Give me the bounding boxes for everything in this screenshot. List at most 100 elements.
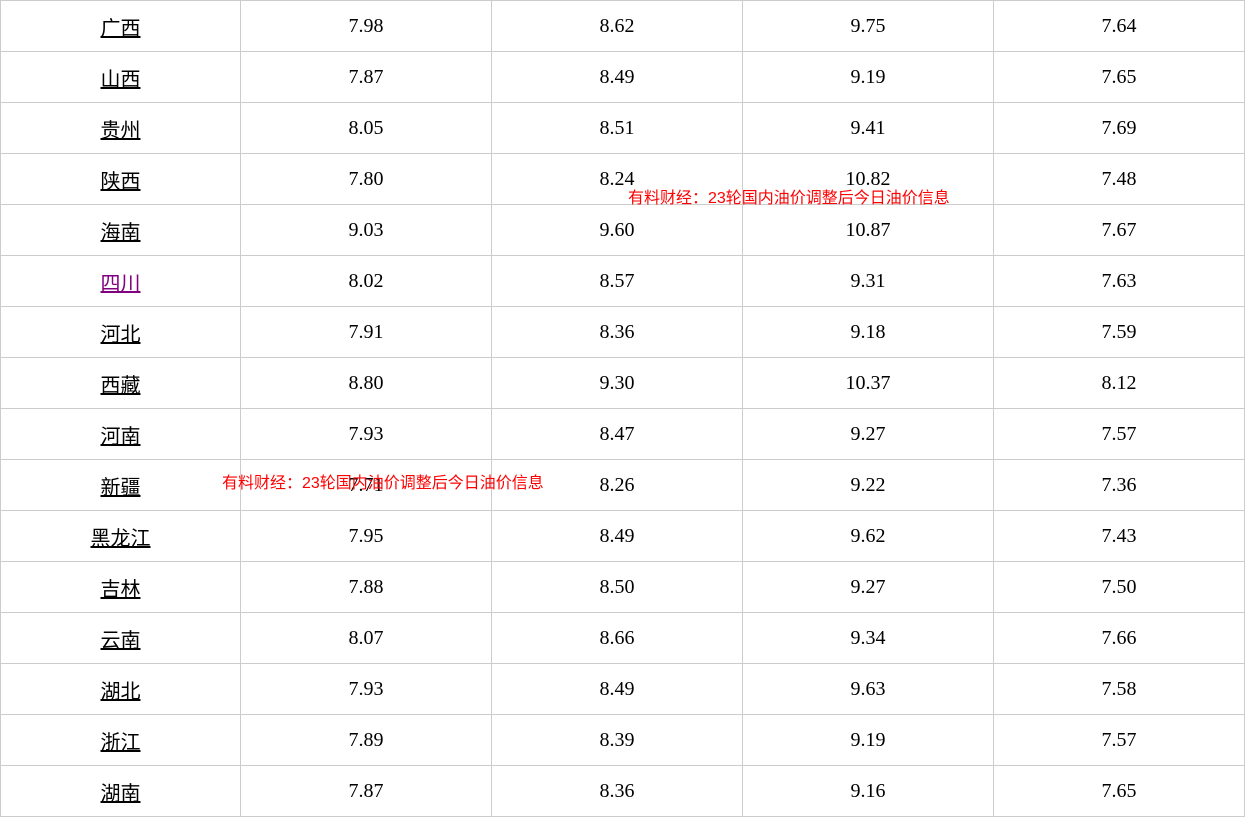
price-cell: 10.87 [743, 205, 994, 256]
province-link[interactable]: 黑龙江 [91, 528, 151, 550]
province-link[interactable]: 海南 [101, 222, 141, 244]
table-row: 河南7.938.479.277.57 [1, 409, 1245, 460]
price-cell: 7.43 [994, 511, 1245, 562]
price-cell: 9.27 [743, 409, 994, 460]
price-cell: 8.36 [492, 766, 743, 817]
price-cell: 9.60 [492, 205, 743, 256]
province-cell: 黑龙江 [1, 511, 241, 562]
price-cell: 9.19 [743, 715, 994, 766]
price-cell: 8.66 [492, 613, 743, 664]
price-cell: 7.65 [994, 52, 1245, 103]
price-cell: 8.62 [492, 1, 743, 52]
province-link[interactable]: 云南 [101, 630, 141, 652]
province-cell: 云南 [1, 613, 241, 664]
price-cell: 8.49 [492, 664, 743, 715]
price-cell: 8.57 [492, 256, 743, 307]
price-cell: 8.49 [492, 52, 743, 103]
price-cell: 10.82 [743, 154, 994, 205]
province-link[interactable]: 陕西 [101, 171, 141, 193]
province-cell: 湖南 [1, 766, 241, 817]
price-cell: 7.69 [994, 103, 1245, 154]
table-row: 贵州 8.058.519.417.69 [1, 103, 1245, 154]
price-cell: 7.71 [241, 460, 492, 511]
price-cell: 7.67 [994, 205, 1245, 256]
price-cell: 9.30 [492, 358, 743, 409]
table-body: 广西7.988.629.757.64山西7.878.499.197.65贵州8.… [1, 1, 1245, 817]
table-row: 西藏8.809.3010.378.12 [1, 358, 1245, 409]
price-cell: 9.34 [743, 613, 994, 664]
province-link[interactable]: 西藏 [101, 375, 141, 397]
price-cell: 9.63 [743, 664, 994, 715]
province-cell: 西藏 [1, 358, 241, 409]
price-cell: 7.66 [994, 613, 1245, 664]
price-cell: 9.27 [743, 562, 994, 613]
price-cell: 7.65 [994, 766, 1245, 817]
price-cell: 10.37 [743, 358, 994, 409]
province-cell: 河北 [1, 307, 241, 358]
table-row: 河北7.918.369.187.59 [1, 307, 1245, 358]
price-cell: 7.98 [241, 1, 492, 52]
price-cell: 9.03 [241, 205, 492, 256]
price-cell: 8.05 [241, 103, 492, 154]
table-row: 四川 8.028.579.317.63 [1, 256, 1245, 307]
province-cell: 吉林 [1, 562, 241, 613]
price-cell: 8.50 [492, 562, 743, 613]
price-cell: 7.87 [241, 52, 492, 103]
price-cell: 7.64 [994, 1, 1245, 52]
table-row: 黑龙江 7.958.499.627.43 [1, 511, 1245, 562]
price-cell: 7.93 [241, 664, 492, 715]
price-cell: 7.59 [994, 307, 1245, 358]
province-link[interactable]: 四川 [101, 273, 141, 295]
province-link[interactable]: 山西 [101, 69, 141, 91]
price-cell: 9.75 [743, 1, 994, 52]
price-cell: 7.95 [241, 511, 492, 562]
province-cell: 贵州 [1, 103, 241, 154]
price-cell: 8.51 [492, 103, 743, 154]
province-link[interactable]: 河南 [101, 426, 141, 448]
table-row: 陕西 7.808.2410.827.48 [1, 154, 1245, 205]
price-cell: 7.87 [241, 766, 492, 817]
province-cell: 海南 [1, 205, 241, 256]
province-link[interactable]: 浙江 [101, 732, 141, 754]
price-cell: 8.49 [492, 511, 743, 562]
province-link[interactable]: 贵州 [101, 120, 141, 142]
price-cell: 9.31 [743, 256, 994, 307]
price-cell: 8.26 [492, 460, 743, 511]
province-link[interactable]: 新疆 [101, 477, 141, 499]
table-row: 海南 9.039.6010.877.67 [1, 205, 1245, 256]
province-cell: 四川 [1, 256, 241, 307]
province-cell: 湖北 [1, 664, 241, 715]
price-cell: 7.91 [241, 307, 492, 358]
province-link[interactable]: 吉林 [101, 579, 141, 601]
province-link[interactable]: 湖北 [101, 681, 141, 703]
province-link[interactable]: 湖南 [101, 783, 141, 805]
price-cell: 7.48 [994, 154, 1245, 205]
province-link[interactable]: 河北 [101, 324, 141, 346]
price-cell: 8.02 [241, 256, 492, 307]
price-cell: 7.88 [241, 562, 492, 613]
table-row: 吉林 7.888.509.277.50 [1, 562, 1245, 613]
oil-price-table: 广西7.988.629.757.64山西7.878.499.197.65贵州8.… [0, 0, 1245, 817]
table-row: 广西 7.988.629.757.64 [1, 1, 1245, 52]
price-cell: 7.50 [994, 562, 1245, 613]
price-cell: 9.19 [743, 52, 994, 103]
price-cell: 9.22 [743, 460, 994, 511]
price-cell: 7.58 [994, 664, 1245, 715]
table-row: 湖南 7.878.369.167.65 [1, 766, 1245, 817]
price-cell: 7.36 [994, 460, 1245, 511]
table-row: 云南8.078.669.347.66 [1, 613, 1245, 664]
table-row: 湖北 7.938.499.637.58 [1, 664, 1245, 715]
price-cell: 8.39 [492, 715, 743, 766]
price-cell: 9.62 [743, 511, 994, 562]
price-cell: 7.63 [994, 256, 1245, 307]
price-cell: 9.41 [743, 103, 994, 154]
province-link[interactable]: 广西 [101, 18, 141, 40]
price-cell: 7.57 [994, 409, 1245, 460]
table-row: 浙江7.898.399.197.57 [1, 715, 1245, 766]
price-cell: 9.16 [743, 766, 994, 817]
price-cell: 8.24 [492, 154, 743, 205]
price-cell: 8.47 [492, 409, 743, 460]
province-cell: 陕西 [1, 154, 241, 205]
price-cell: 9.18 [743, 307, 994, 358]
price-cell: 7.80 [241, 154, 492, 205]
